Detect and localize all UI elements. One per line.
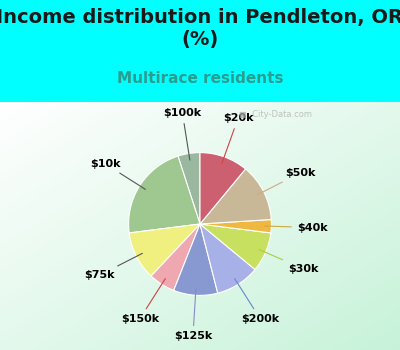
Wedge shape [200,224,255,293]
Text: $150k: $150k [121,279,165,324]
Text: $40k: $40k [265,223,328,232]
Wedge shape [200,169,271,224]
Wedge shape [129,156,200,233]
Text: $125k: $125k [174,288,212,341]
Text: $50k: $50k [258,168,315,195]
Text: $100k: $100k [163,108,202,160]
Text: ■  City-Data.com: ■ City-Data.com [239,110,312,119]
Wedge shape [200,224,271,270]
Wedge shape [200,219,272,233]
Text: Income distribution in Pendleton, OR
(%): Income distribution in Pendleton, OR (%) [0,8,400,49]
Text: $75k: $75k [85,253,142,280]
Text: $10k: $10k [90,159,146,189]
Text: Multirace residents: Multirace residents [117,71,283,86]
Wedge shape [174,224,218,295]
Wedge shape [200,153,246,224]
Text: $20k: $20k [222,113,253,163]
Wedge shape [129,224,200,276]
Text: $200k: $200k [235,279,279,324]
Text: $30k: $30k [259,250,318,274]
Wedge shape [178,153,200,224]
Wedge shape [151,224,200,290]
